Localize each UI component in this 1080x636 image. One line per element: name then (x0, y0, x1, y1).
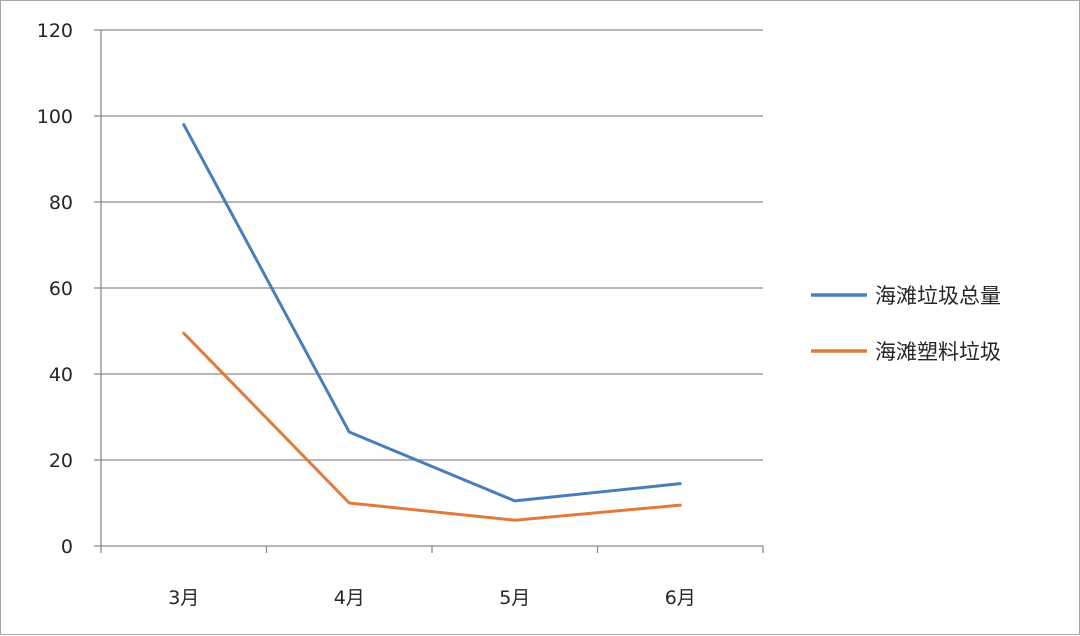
x-tick-label: 4月 (334, 587, 365, 609)
y-tick-label: 80 (49, 192, 73, 214)
legend-label: 海滩塑料垃圾 (875, 340, 1001, 364)
x-tick-labels: 3月 4月 5月 6月 (168, 587, 696, 609)
y-tick-label: 40 (49, 364, 73, 386)
y-tick-label: 100 (37, 106, 73, 128)
y-tick-label: 20 (49, 450, 73, 472)
y-tick-label: 120 (37, 20, 73, 42)
legend-label: 海滩垃圾总量 (875, 284, 1001, 308)
series-line-1 (182, 123, 682, 503)
y-tick-label: 0 (61, 536, 73, 558)
y-tick-label: 60 (49, 278, 73, 300)
x-tick-label: 3月 (168, 587, 199, 609)
axes (94, 29, 764, 553)
series-line-2 (182, 331, 682, 522)
series-lines (182, 123, 682, 522)
x-tick-label: 5月 (499, 587, 530, 609)
y-tick-labels: 0 20 40 60 80 100 120 (37, 20, 73, 558)
x-tick-label: 6月 (665, 587, 696, 609)
gridlines (101, 29, 763, 461)
